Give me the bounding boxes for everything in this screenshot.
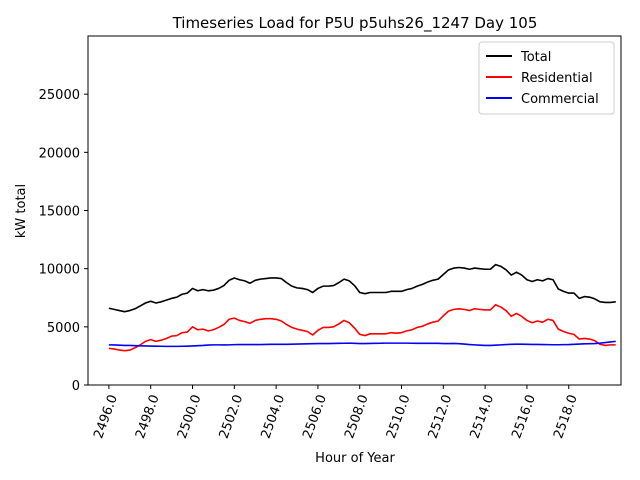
y-tick-label: 20000 — [39, 146, 80, 161]
legend-label-total: Total — [520, 50, 551, 65]
y-tick-label: 15000 — [39, 205, 80, 220]
y-tick-label: 10000 — [39, 263, 80, 278]
x-axis-title: Hour of Year — [315, 451, 395, 466]
legend-label-commercial: Commercial — [521, 92, 599, 107]
legend: Total Residential Commercial — [478, 41, 615, 115]
chart-title: Timeseries Load for P5U p5uhs26_1247 Day… — [172, 14, 538, 33]
y-axis-title: kW total — [14, 184, 29, 238]
series-line-residential — [108, 303, 616, 352]
series-line-commercial — [108, 340, 616, 348]
legend-box — [478, 41, 615, 115]
series-line-total — [108, 263, 616, 313]
y-tick-label: 5000 — [47, 321, 80, 336]
legend-label-residential: Residential — [521, 71, 593, 86]
y-tick-label: 0 — [72, 379, 80, 394]
y-tick-label: 25000 — [39, 88, 80, 103]
